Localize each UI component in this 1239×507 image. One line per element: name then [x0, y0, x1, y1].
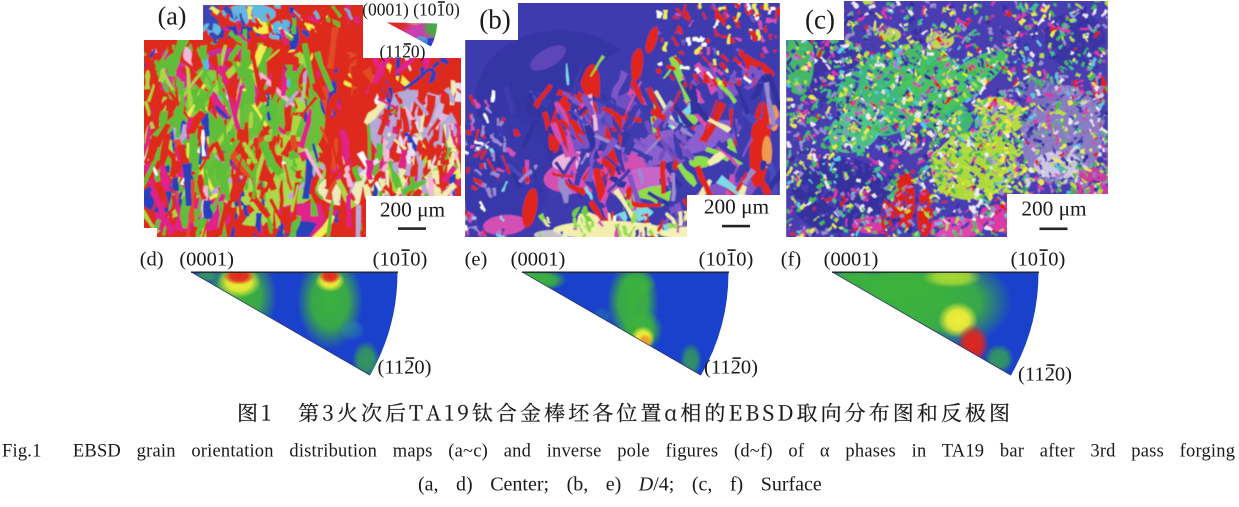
svg-text:(1120): (1120)	[379, 42, 425, 62]
svg-text:(1010): (1010)	[1011, 249, 1066, 271]
svg-text:(0001): (0001)	[179, 249, 234, 271]
svg-text:(f): (f)	[781, 249, 801, 271]
svg-text:Fig.1 EBSD grain orientation: Fig.1 EBSD grain orientation distributio…	[2, 442, 1235, 462]
svg-text:(b): (b)	[479, 5, 510, 35]
svg-text:(1120): (1120)	[378, 357, 432, 379]
svg-text:(c): (c)	[805, 5, 835, 35]
svg-text:(1010): (1010)	[373, 249, 428, 271]
svg-text:200 μm: 200 μm	[1021, 197, 1087, 221]
svg-text:(0001): (0001)	[362, 0, 409, 20]
svg-text:(a): (a)	[158, 2, 187, 31]
svg-text:200 μm: 200 μm	[380, 198, 446, 222]
svg-text:(e): (e)	[465, 249, 488, 271]
svg-text:(1010): (1010)	[413, 0, 460, 20]
svg-text:(0001): (0001)	[824, 249, 879, 271]
svg-text:(a, d) Center; (b, e) D/4; (c,: (a, d) Center; (b, e) D/4; (c, f) Surfac…	[418, 474, 822, 496]
svg-text:(1120): (1120)	[1018, 364, 1072, 386]
svg-text:(d): (d)	[140, 249, 164, 271]
svg-text:200 μm: 200 μm	[704, 195, 770, 219]
svg-text:(0001): (0001)	[511, 249, 566, 271]
svg-text:(1120): (1120)	[704, 357, 758, 379]
svg-text:(1010): (1010)	[699, 249, 754, 271]
